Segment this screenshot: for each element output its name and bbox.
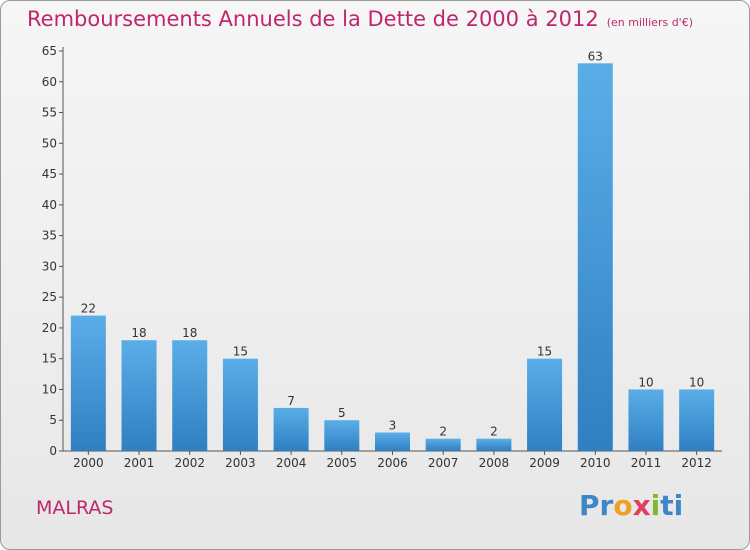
y-tick-label: 15 — [42, 352, 57, 366]
x-tick-label: 2006 — [377, 456, 408, 470]
x-tick-label: 2011 — [631, 456, 662, 470]
bar — [70, 315, 106, 451]
y-tick-label: 30 — [42, 259, 57, 273]
bar — [577, 63, 613, 452]
x-tick-label: 2003 — [225, 456, 256, 470]
bar — [172, 340, 208, 451]
y-tick-label: 5 — [49, 413, 57, 427]
x-tick-label: 2010 — [580, 456, 611, 470]
y-tick-label: 10 — [42, 382, 57, 396]
y-tick-label: 20 — [42, 321, 57, 335]
bar-value-label: 10 — [638, 375, 653, 389]
x-tick-label: 2000 — [73, 456, 104, 470]
logo-part-2: o — [613, 489, 633, 522]
x-tick-label: 2005 — [327, 456, 358, 470]
logo-part-1: Pr — [579, 489, 614, 522]
bar — [375, 432, 410, 451]
bar — [222, 358, 258, 451]
y-tick-label: 55 — [42, 106, 57, 120]
x-tick-label: 2009 — [529, 456, 560, 470]
logo-part-4: i — [650, 489, 661, 522]
commune-name: MALRAS — [36, 497, 114, 519]
bar-value-label: 22 — [81, 302, 96, 316]
bar — [679, 389, 715, 451]
y-tick-label: 45 — [42, 167, 57, 181]
x-tick-label: 2007 — [428, 456, 459, 470]
bar — [425, 438, 461, 451]
y-tick-label: 65 — [42, 44, 57, 58]
bar — [476, 438, 512, 451]
bar-value-label: 3 — [389, 419, 397, 433]
unit-label: (en milliers d'€) — [606, 16, 693, 29]
bar — [527, 358, 563, 451]
bar-value-label: 15 — [233, 345, 248, 359]
x-tick-label: 2008 — [479, 456, 510, 470]
proxiti-logo: Proxiti — [579, 489, 683, 522]
chart-title-text: Remboursements Annuels de la Dette de 20… — [27, 7, 599, 31]
bar-value-label: 2 — [490, 425, 498, 439]
y-tick-label: 50 — [42, 136, 57, 150]
bar-value-label: 18 — [182, 326, 197, 340]
chart-title: Remboursements Annuels de la Dette de 20… — [27, 7, 693, 31]
y-tick-label: 60 — [42, 75, 57, 89]
y-tick-label: 25 — [42, 290, 57, 304]
bar-value-label: 2 — [439, 425, 447, 439]
bar-value-label: 15 — [537, 345, 552, 359]
bar-value-label: 18 — [131, 326, 146, 340]
bar-value-label: 7 — [287, 394, 295, 408]
bar-value-label: 5 — [338, 406, 346, 420]
bar — [324, 420, 360, 451]
logo-part-5: ti — [660, 489, 684, 522]
bar — [273, 407, 309, 451]
y-tick-label: 35 — [42, 229, 57, 243]
bar — [628, 389, 664, 451]
y-tick-label: 40 — [42, 198, 57, 212]
x-tick-label: 2002 — [174, 456, 205, 470]
x-tick-label: 2001 — [124, 456, 155, 470]
x-tick-label: 2004 — [276, 456, 307, 470]
bar-value-label: 63 — [588, 49, 603, 63]
bar — [121, 340, 157, 451]
bar-value-label: 10 — [689, 375, 704, 389]
logo-part-3: x — [632, 489, 651, 522]
y-tick-label: 0 — [49, 444, 57, 458]
x-tick-label: 2012 — [681, 456, 712, 470]
